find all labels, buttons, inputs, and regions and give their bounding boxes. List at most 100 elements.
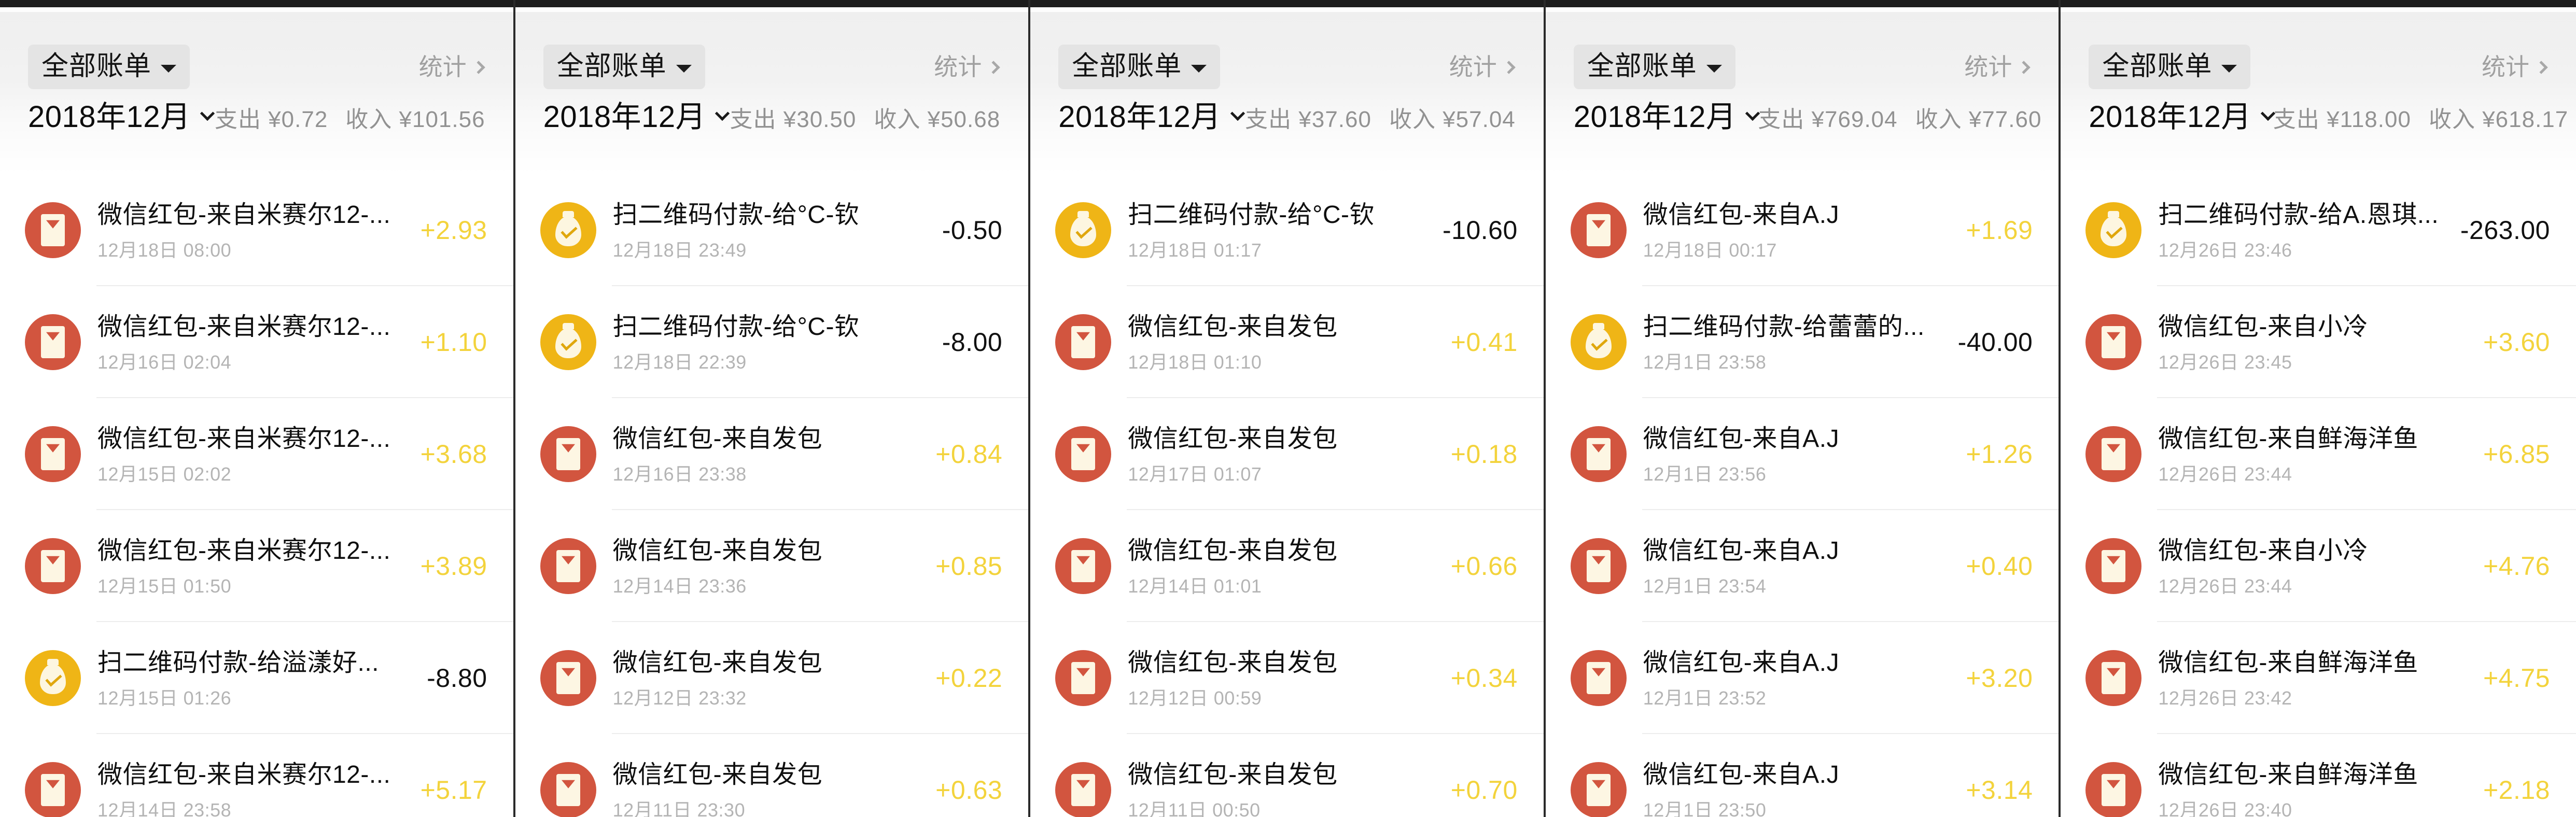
account-selector[interactable]: 全部账单 (1573, 45, 1735, 89)
transaction-row[interactable]: 微信红包-来自发包 12月18日 01:10 +0.41 (1030, 286, 1544, 398)
transaction-body: 微信红包-来自发包 12月17日 01:07 (1128, 425, 1451, 484)
red-packet-icon (1055, 314, 1112, 370)
transaction-date: 12月12日 00:59 (1128, 687, 1262, 709)
transaction-date: 12月15日 01:26 (97, 687, 232, 709)
transaction-row[interactable]: 微信红包-来自A.J 12月18日 00:17 +1.69 (1545, 174, 2059, 286)
transaction-date: 12月1日 23:52 (1643, 687, 1767, 709)
transaction-amount: +4.76 (2483, 552, 2550, 581)
transaction-title: 扫二维码付款-给溢漾好... (97, 649, 379, 677)
transaction-row[interactable]: 扫二维码付款-给°C-钦 12月18日 01:17 -10.60 (1030, 174, 1544, 286)
status-bar (1545, 0, 2059, 7)
transaction-body: 扫二维码付款-给°C-钦 12月18日 22:39 (613, 313, 942, 372)
expense-label: 支出 (2273, 107, 2320, 132)
transaction-date: 12月18日 23:49 (612, 240, 747, 261)
transaction-amount: +1.69 (1966, 216, 2033, 245)
money-pouch-shape (1585, 328, 1612, 359)
transaction-row[interactable]: 微信红包-来自A.J 12月1日 23:50 +3.14 (1545, 734, 2059, 817)
transaction-row[interactable]: 微信红包-来自米赛尔12-... 12月16日 02:04 +1.10 (0, 286, 513, 398)
spacer (1292, 107, 1298, 132)
transaction-date: 12月16日 23:38 (612, 463, 747, 485)
month-picker[interactable]: 2018年12月 (2089, 100, 2276, 134)
transaction-row[interactable]: 微信红包-来自发包 12月16日 23:38 +0.84 (515, 398, 1029, 510)
transaction-row[interactable]: 扫二维码付款-给蕾蕾的... 12月1日 23:58 -40.00 (1545, 286, 2059, 398)
transaction-row[interactable]: 扫二维码付款-给溢漾好... 12月15日 01:26 -8.80 (0, 622, 513, 734)
transaction-title: 扫二维码付款-给A.恩琪... (2158, 201, 2439, 229)
red-packet-icon (2085, 538, 2142, 594)
transaction-row[interactable]: 微信红包-来自发包 12月11日 00:50 +0.70 (1030, 734, 1544, 817)
transaction-list: 扫二维码付款-给°C-钦 12月18日 01:17 -10.60 微信红包-来自发包 1… (1030, 174, 1544, 817)
account-selector[interactable]: 全部账单 (1058, 45, 1221, 89)
monthly-totals: 支出 ¥37.60 收入 ¥57.04 (1245, 101, 1516, 134)
status-bar (0, 0, 513, 7)
transaction-title: 微信红包-来自鲜海洋鱼 (2158, 649, 2418, 677)
chevron-down-icon (676, 64, 692, 73)
transaction-date: 12月12日 23:32 (612, 687, 747, 709)
income-label: 收入 (2428, 107, 2475, 132)
transaction-body: 微信红包-来自A.J 12月1日 23:50 (1643, 760, 1966, 817)
transaction-body: 微信红包-来自发包 12月16日 23:38 (613, 425, 936, 484)
transaction-row[interactable]: 微信红包-来自鲜海洋鱼 12月26日 23:44 +6.85 (2061, 398, 2576, 510)
transaction-title: 微信红包-来自米赛尔12-... (97, 760, 391, 788)
transaction-date: 12月1日 23:58 (1643, 351, 1767, 373)
transaction-row[interactable]: 微信红包-来自米赛尔12-... 12月14日 23:58 +5.17 (0, 734, 513, 817)
statistics-link[interactable]: 统计 (1449, 55, 1516, 79)
transaction-row[interactable]: 微信红包-来自鲜海洋鱼 12月26日 23:40 +2.18 (2061, 734, 2576, 817)
transaction-body: 扫二维码付款-给溢漾好... 12月15日 01:26 (97, 649, 427, 708)
month-picker[interactable]: 2018年12月 (1574, 102, 1760, 132)
month-picker[interactable]: 2018年12月 (1058, 102, 1245, 132)
transaction-row[interactable]: 微信红包-来自米赛尔12-... 12月15日 02:02 +3.68 (0, 398, 513, 510)
income-label: 收入 (1389, 107, 1436, 132)
expense-label: 支出 (730, 107, 777, 132)
transaction-amount: +0.70 (1450, 776, 1518, 805)
transaction-body: 微信红包-来自A.J 12月1日 23:56 (1643, 425, 1966, 484)
chevron-right-icon (2017, 61, 2031, 74)
month-picker-label: 2018年12月 (2089, 100, 2251, 134)
monthly-totals: 支出 ¥118.00 收入 ¥618.17 (2273, 101, 2568, 134)
transaction-amount: -0.50 (942, 216, 1003, 245)
red-packet-icon (540, 538, 596, 594)
transaction-row[interactable]: 微信红包-来自A.J 12月1日 23:52 +3.20 (1545, 622, 2059, 734)
transaction-row[interactable]: 扫二维码付款-给°C-钦 12月18日 23:49 -0.50 (515, 174, 1029, 286)
spacer (2475, 107, 2482, 132)
account-selector[interactable]: 全部账单 (543, 45, 705, 89)
transaction-row[interactable]: 微信红包-来自发包 12月14日 23:36 +0.85 (515, 510, 1029, 622)
transaction-row[interactable]: 扫二维码付款-给°C-钦 12月18日 22:39 -8.00 (515, 286, 1029, 398)
bill-screen: 全部账单 统计 2018年12月 支出 ¥37.60 收入 ¥57.04 扫二维码付款-给… (1030, 0, 1546, 817)
header-top-row: 全部账单 统计 (543, 12, 1001, 101)
statistics-link[interactable]: 统计 (2482, 55, 2548, 79)
month-picker[interactable]: 2018年12月 (543, 102, 730, 132)
statistics-link[interactable]: 统计 (419, 55, 485, 79)
spacer (261, 107, 268, 132)
transaction-row[interactable]: 微信红包-来自发包 12月17日 01:07 +0.18 (1030, 398, 1544, 510)
transaction-row[interactable]: 微信红包-来自发包 12月12日 00:59 +0.34 (1030, 622, 1544, 734)
month-picker[interactable]: 2018年12月 (28, 100, 215, 134)
transaction-date: 12月18日 01:17 (1128, 240, 1262, 261)
account-selector[interactable]: 全部账单 (28, 45, 190, 89)
transaction-row[interactable]: 微信红包-来自小冷 12月26日 23:45 +3.60 (2061, 286, 2576, 398)
qr-payment-icon (1570, 314, 1627, 370)
transaction-title: 微信红包-来自米赛尔12-... (97, 313, 391, 341)
transaction-row[interactable]: 微信红包-来自发包 12月12日 23:32 +0.22 (515, 622, 1029, 734)
transaction-row[interactable]: 微信红包-来自发包 12月14日 01:01 +0.66 (1030, 510, 1544, 622)
statistics-link[interactable]: 统计 (1964, 55, 2031, 79)
transaction-title: 微信红包-来自鲜海洋鱼 (2158, 425, 2418, 453)
transaction-row[interactable]: 微信红包-来自鲜海洋鱼 12月26日 23:42 +4.75 (2061, 622, 2576, 734)
transaction-row[interactable]: 微信红包-来自小冷 12月26日 23:44 +4.76 (2061, 510, 2576, 622)
transaction-row[interactable]: 扫二维码付款-给A.恩琪... 12月26日 23:46 -263.00 (2061, 174, 2576, 286)
spacer (1436, 107, 1443, 132)
transaction-row[interactable]: 微信红包-来自发包 12月11日 23:30 +0.63 (515, 734, 1029, 817)
statistics-link[interactable]: 统计 (934, 55, 1000, 79)
transaction-row[interactable]: 微信红包-来自A.J 12月1日 23:56 +1.26 (1545, 398, 2059, 510)
transaction-row[interactable]: 微信红包-来自米赛尔12-... 12月18日 08:00 +2.93 (0, 174, 513, 286)
transaction-amount: +4.75 (2483, 664, 2550, 693)
income-label: 收入 (874, 107, 921, 132)
header-bottom-row: 2018年12月 支出 ¥37.60 收入 ¥57.04 (1058, 101, 1516, 163)
transaction-row[interactable]: 微信红包-来自A.J 12月1日 23:54 +0.40 (1545, 510, 2059, 622)
header-bottom-row: 2018年12月 支出 ¥769.04 收入 ¥77.60 (1574, 101, 2041, 163)
account-selector[interactable]: 全部账单 (2089, 45, 2251, 89)
month-picker-label: 2018年12月 (28, 100, 191, 134)
transaction-body: 微信红包-来自米赛尔12-... 12月14日 23:58 (97, 760, 421, 817)
red-packet-icon (1055, 650, 1112, 706)
expense-value: ¥769.04 (1811, 107, 1898, 132)
transaction-row[interactable]: 微信红包-来自米赛尔12-... 12月15日 01:50 +3.89 (0, 510, 513, 622)
